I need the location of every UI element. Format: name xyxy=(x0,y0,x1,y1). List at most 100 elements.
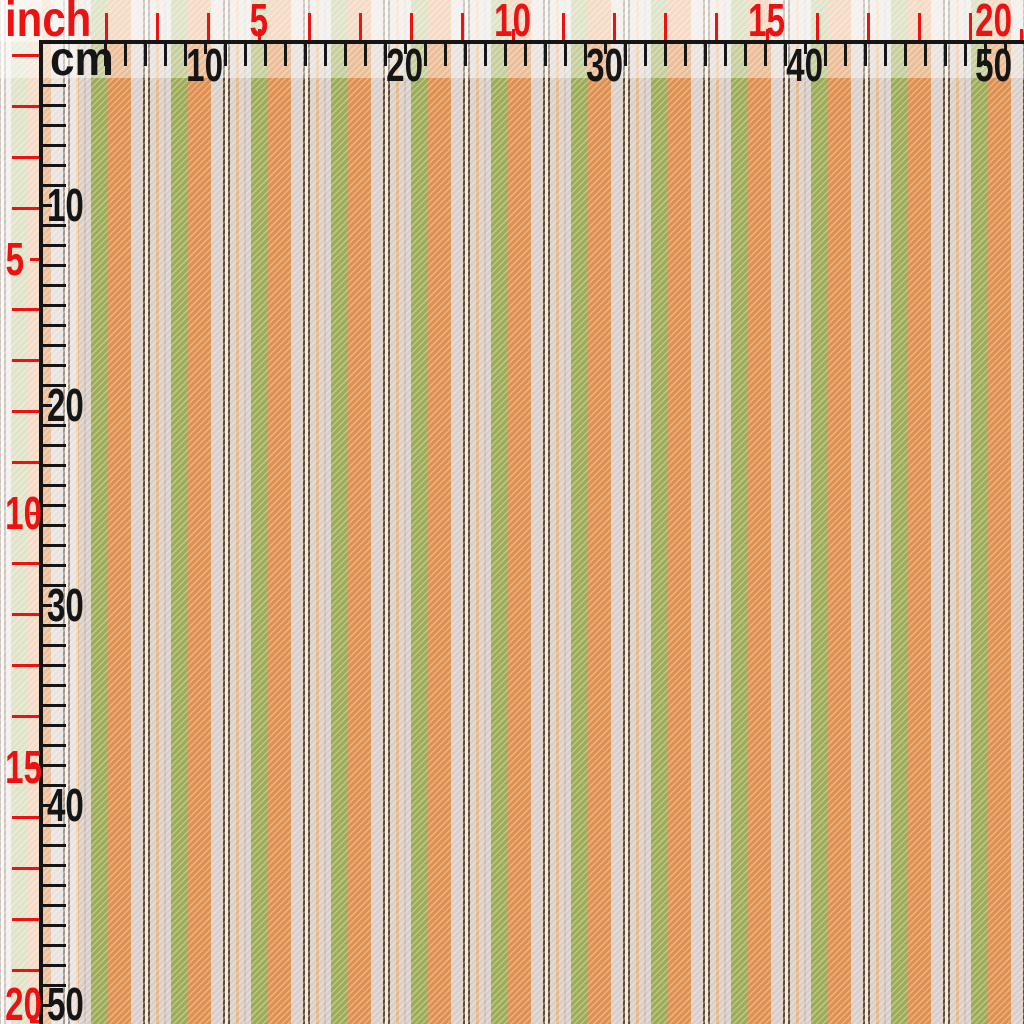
inch-tick xyxy=(613,13,617,40)
inch-tick xyxy=(1019,29,1023,40)
cm-tick xyxy=(43,743,66,747)
cm-number: 50 xyxy=(47,978,84,1024)
cm-tick xyxy=(43,403,52,407)
cm-tick xyxy=(43,563,66,567)
cm-tick xyxy=(43,543,66,547)
inch-number: 10 xyxy=(494,0,532,46)
cm-tick xyxy=(43,323,66,327)
cm-tick xyxy=(483,44,487,66)
inch-tick xyxy=(663,13,667,40)
cm-number: 10 xyxy=(47,179,84,231)
inch-tick xyxy=(12,105,39,109)
cm-tick xyxy=(43,923,66,927)
cm-tick xyxy=(43,823,66,827)
cm-tick xyxy=(43,483,66,487)
cm-tick xyxy=(343,44,347,66)
inch-tick xyxy=(12,714,39,718)
cm-tick xyxy=(363,44,367,66)
cm-tick xyxy=(43,963,66,967)
cm-tick xyxy=(43,523,66,527)
inch-tick xyxy=(30,1019,39,1023)
inch-tick xyxy=(12,206,39,210)
cm-tick xyxy=(43,643,66,647)
cm-tick xyxy=(43,763,66,767)
cm-tick xyxy=(43,143,66,147)
inch-number: 5 xyxy=(249,0,269,46)
cm-number: 40 xyxy=(47,779,84,831)
inch-tick xyxy=(12,867,39,871)
cm-tick xyxy=(603,44,607,54)
inch-unit-label: inch xyxy=(5,0,92,47)
cm-tick xyxy=(503,44,507,66)
cm-tick xyxy=(283,44,287,66)
cm-tick xyxy=(243,44,247,66)
cm-tick xyxy=(43,1003,52,1007)
cm-tick xyxy=(43,343,66,347)
cm-tick xyxy=(43,263,66,267)
cm-tick xyxy=(43,623,66,627)
cm-number: 40 xyxy=(786,39,824,91)
inch-number: 10 xyxy=(5,487,43,539)
inch-number: 20 xyxy=(975,0,1013,46)
cm-tick xyxy=(563,44,567,66)
inch-number: 20 xyxy=(5,978,43,1024)
cm-tick xyxy=(123,44,127,66)
cm-tick xyxy=(43,363,66,367)
cm-tick xyxy=(143,44,147,66)
cm-tick xyxy=(823,44,827,66)
cm-tick xyxy=(1003,44,1007,54)
inch-tick xyxy=(30,511,39,515)
cm-tick xyxy=(923,44,927,66)
cm-tick xyxy=(43,863,66,867)
inch-tick xyxy=(917,13,921,40)
cm-tick xyxy=(43,603,52,607)
cm-tick xyxy=(763,44,767,66)
inch-tick xyxy=(257,29,261,40)
inch-tick xyxy=(12,613,39,617)
inch-tick xyxy=(12,54,39,58)
cm-tick xyxy=(43,663,66,667)
cm-tick xyxy=(43,723,66,727)
cm-number: 20 xyxy=(386,39,424,91)
inch-tick xyxy=(12,816,39,820)
cm-tick xyxy=(683,44,687,66)
cm-tick xyxy=(643,44,647,66)
inch-tick xyxy=(308,13,312,40)
inch-tick xyxy=(511,29,515,40)
cm-tick xyxy=(743,44,747,66)
cm-tick xyxy=(943,44,947,66)
inch-tick xyxy=(30,765,39,769)
cm-number: 30 xyxy=(47,579,84,631)
cm-tick xyxy=(443,44,447,66)
cm-tick xyxy=(543,44,547,66)
cm-tick xyxy=(43,223,66,227)
inch-tick xyxy=(12,409,39,413)
cm-tick xyxy=(43,703,66,707)
cm-tick xyxy=(303,44,307,66)
cm-tick xyxy=(43,443,66,447)
cm-tick xyxy=(203,44,207,54)
cm-tick xyxy=(43,903,66,907)
inch-tick xyxy=(30,257,39,261)
inch-tick xyxy=(968,13,972,40)
cm-tick xyxy=(43,983,66,987)
cm-tick xyxy=(263,44,267,66)
inch-tick xyxy=(714,13,718,40)
cm-tick xyxy=(403,44,407,54)
cm-tick xyxy=(43,183,66,187)
cm-tick xyxy=(43,783,66,787)
inch-tick xyxy=(12,155,39,159)
cm-tick xyxy=(43,383,66,387)
inch-tick xyxy=(409,13,413,40)
cm-tick xyxy=(783,44,787,66)
cm-tick xyxy=(663,44,667,66)
cm-tick xyxy=(43,123,66,127)
inch-tick xyxy=(12,308,39,312)
cm-tick xyxy=(223,44,227,66)
cm-tick xyxy=(183,44,187,66)
cm-tick xyxy=(863,44,867,66)
inch-tick xyxy=(206,13,210,40)
cm-tick xyxy=(43,583,66,587)
cm-tick xyxy=(463,44,467,66)
